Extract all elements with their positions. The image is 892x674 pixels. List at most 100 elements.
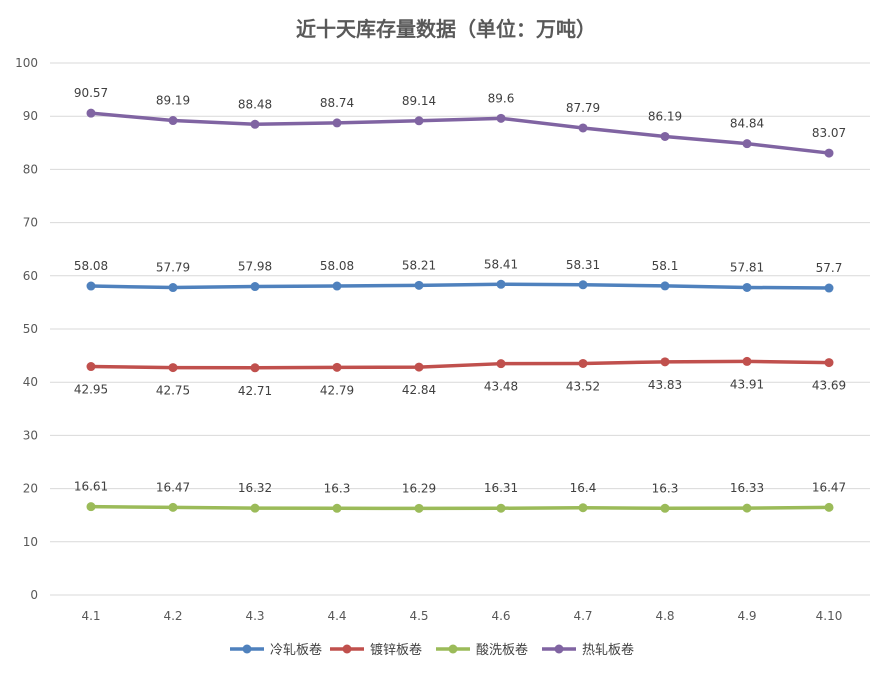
data-point[interactable] (86, 362, 96, 372)
data-label: 57.81 (730, 260, 764, 274)
y-tick-label: 20 (23, 482, 38, 496)
y-tick-label: 90 (23, 109, 38, 123)
data-point[interactable] (578, 358, 588, 368)
data-label: 43.83 (648, 378, 682, 392)
data-label: 58.31 (566, 258, 600, 272)
data-point[interactable] (168, 502, 178, 512)
data-label: 16.61 (74, 480, 108, 494)
data-labels: 58.08 57.79 57.98 58.08 58.21 58.41 58.31 58.1 5… (74, 86, 846, 495)
legend-item[interactable]: 镀锌板卷 (330, 642, 422, 658)
data-point[interactable] (414, 503, 424, 513)
x-tick-label: 4.3 (245, 609, 264, 623)
data-label: 88.74 (320, 96, 354, 110)
data-point[interactable] (660, 503, 670, 513)
data-label: 89.14 (402, 94, 436, 108)
data-label: 16.3 (652, 481, 679, 495)
legend-item[interactable]: 热轧板卷 (542, 642, 634, 658)
y-tick-label: 50 (23, 322, 38, 336)
data-point[interactable] (660, 131, 670, 141)
y-tick-label: 70 (23, 216, 38, 230)
data-label: 16.31 (484, 481, 518, 495)
legend-item[interactable]: 冷轧板卷 (230, 642, 322, 658)
data-point[interactable] (824, 358, 834, 368)
x-tick-label: 4.5 (409, 609, 428, 623)
data-label: 86.19 (648, 109, 682, 123)
data-point[interactable] (660, 357, 670, 367)
data-label: 43.52 (566, 379, 600, 393)
data-label: 83.07 (812, 126, 846, 140)
data-label: 87.79 (566, 101, 600, 115)
y-tick-label: 40 (23, 375, 38, 389)
data-point[interactable] (742, 282, 752, 292)
data-point[interactable] (824, 283, 834, 293)
data-label: 16.4 (570, 481, 597, 495)
data-label: 57.7 (816, 261, 843, 275)
x-tick-label: 4.6 (491, 609, 510, 623)
data-point[interactable] (496, 113, 506, 123)
data-label: 57.98 (238, 260, 272, 274)
data-point[interactable] (168, 363, 178, 373)
data-point[interactable] (578, 503, 588, 513)
data-label: 42.84 (402, 383, 436, 397)
data-point[interactable] (742, 503, 752, 513)
data-point[interactable] (496, 359, 506, 369)
data-label: 16.3 (324, 481, 351, 495)
data-point[interactable] (250, 503, 260, 513)
data-label: 84.84 (730, 117, 764, 131)
legend[interactable]: 冷轧板卷 镀锌板卷 酸洗板卷 热轧板卷 (230, 642, 634, 658)
x-tick-label: 4.9 (737, 609, 756, 623)
data-point[interactable] (86, 281, 96, 291)
series-1 (86, 279, 834, 293)
data-point[interactable] (250, 363, 260, 373)
series-layer (86, 108, 834, 513)
data-point[interactable] (168, 283, 178, 293)
data-point[interactable] (824, 502, 834, 512)
legend-item[interactable]: 酸洗板卷 (436, 642, 528, 658)
legend-label: 冷轧板卷 (270, 642, 322, 658)
data-point[interactable] (332, 503, 342, 513)
data-label: 42.95 (74, 383, 108, 397)
data-point[interactable] (414, 280, 424, 290)
y-tick-label: 100 (15, 56, 38, 70)
x-tick-label: 4.8 (655, 609, 674, 623)
data-point[interactable] (496, 503, 506, 513)
data-point[interactable] (332, 362, 342, 372)
data-point[interactable] (250, 119, 260, 129)
data-label: 90.57 (74, 86, 108, 100)
data-point[interactable] (578, 280, 588, 290)
data-point[interactable] (414, 362, 424, 372)
data-point[interactable] (824, 148, 834, 158)
y-tick-label: 0 (30, 588, 38, 602)
y-axis-ticks: 0 10 20 30 40 50 60 70 80 90 100 (15, 56, 38, 602)
data-point[interactable] (168, 116, 178, 126)
data-label: 16.47 (812, 480, 846, 494)
x-tick-label: 4.2 (163, 609, 182, 623)
data-point[interactable] (742, 139, 752, 149)
data-point[interactable] (660, 281, 670, 291)
series-4 (86, 108, 834, 158)
data-label: 89.19 (156, 94, 190, 108)
data-point[interactable] (742, 356, 752, 366)
data-point[interactable] (86, 502, 96, 512)
data-label: 58.08 (74, 259, 108, 273)
x-tick-label: 4.10 (816, 609, 843, 623)
data-label: 43.91 (730, 377, 764, 391)
data-point[interactable] (332, 118, 342, 128)
data-point[interactable] (332, 281, 342, 291)
legend-label: 酸洗板卷 (476, 642, 528, 658)
data-label: 42.71 (238, 384, 272, 398)
data-point[interactable] (496, 279, 506, 289)
chart-title: 近十天库存量数据（单位：万吨） (296, 17, 596, 41)
data-label: 58.21 (402, 258, 436, 272)
series-line (89, 359, 831, 370)
data-point[interactable] (414, 116, 424, 126)
data-point[interactable] (86, 108, 96, 118)
data-point[interactable] (250, 282, 260, 292)
data-point[interactable] (578, 123, 588, 133)
series-2 (86, 356, 834, 373)
legend-label: 热轧板卷 (582, 642, 634, 658)
data-label: 43.69 (812, 379, 846, 393)
data-label: 58.1 (652, 259, 679, 273)
legend-marker (554, 644, 564, 654)
